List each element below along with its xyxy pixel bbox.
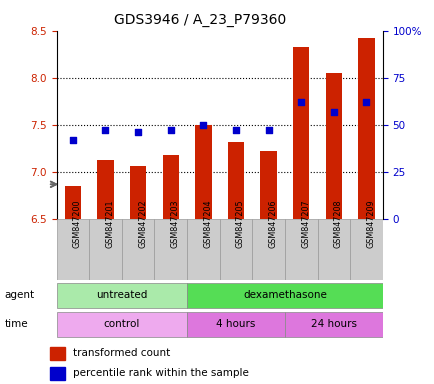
Text: transformed count: transformed count [73,348,170,358]
Text: agent: agent [4,290,34,300]
Bar [195,125,211,219]
Text: untreated: untreated [96,290,147,300]
Text: percentile rank within the sample: percentile rank within the sample [73,368,248,379]
Text: GSM847205: GSM847205 [235,199,244,248]
Point [167,127,174,134]
Bar [97,160,113,219]
Text: 4 hours: 4 hours [216,319,255,329]
Bar [50,347,65,359]
Point [135,129,141,136]
Bar [154,219,187,280]
Bar [56,219,89,280]
Text: time: time [4,319,28,329]
Text: GSM847204: GSM847204 [203,200,212,248]
Bar [284,312,382,336]
Point [102,127,108,134]
Bar [187,312,284,336]
Text: control: control [103,319,140,329]
Bar [252,219,284,280]
Bar [89,219,122,280]
Bar [65,186,81,219]
Bar [349,219,382,280]
Bar [293,47,309,219]
Bar [219,219,252,280]
Bar [187,219,219,280]
Text: GSM847201: GSM847201 [105,200,114,248]
Point [330,109,337,115]
Text: GSM847203: GSM847203 [170,200,179,248]
Bar [122,219,154,280]
Text: GSM847202: GSM847202 [138,199,147,248]
Point [297,99,304,105]
Bar [50,367,65,380]
Bar [317,219,349,280]
Bar [227,142,243,219]
Text: GSM847209: GSM847209 [365,199,375,248]
Text: GSM847207: GSM847207 [300,199,309,248]
Bar [284,219,317,280]
Bar [56,283,187,308]
Text: dexamethasone: dexamethasone [243,290,326,300]
Bar [56,312,187,336]
Bar [187,283,382,308]
Bar [130,166,146,219]
Point [232,127,239,134]
Text: GSM847200: GSM847200 [73,200,82,248]
Text: GDS3946 / A_23_P79360: GDS3946 / A_23_P79360 [114,13,286,27]
Bar [162,155,178,219]
Bar [325,73,341,219]
Text: 24 hours: 24 hours [310,319,356,329]
Point [265,127,272,134]
Text: GSM847208: GSM847208 [333,200,342,248]
Point [69,137,76,143]
Text: GSM847206: GSM847206 [268,200,277,248]
Point [199,122,207,128]
Bar [358,38,374,219]
Point [362,99,369,105]
Bar [260,151,276,219]
